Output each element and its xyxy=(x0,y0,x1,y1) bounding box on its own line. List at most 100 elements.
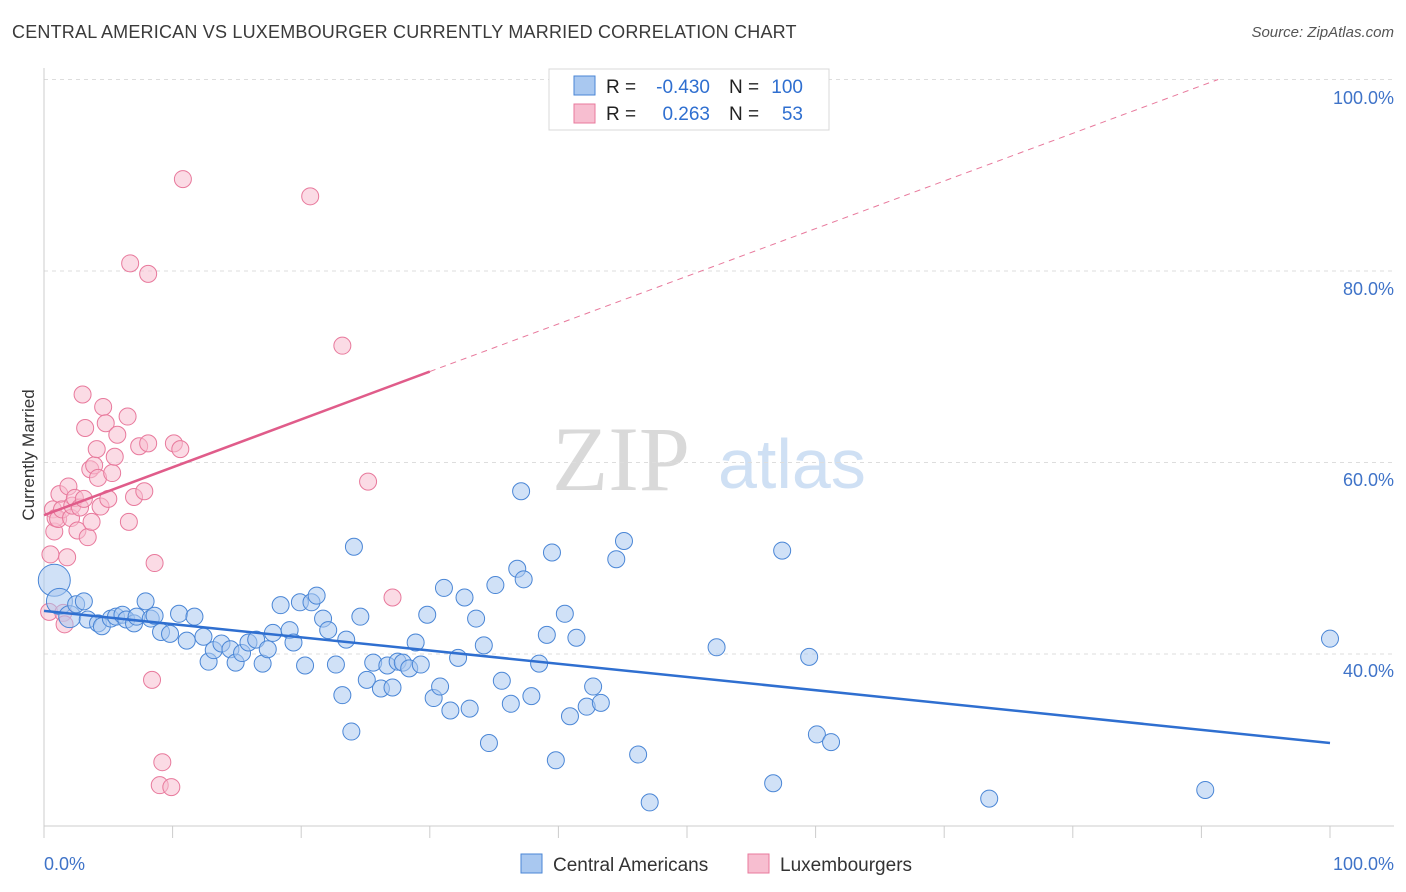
axes xyxy=(43,68,1394,827)
y-axis-label: Currently Married xyxy=(19,389,38,520)
data-point-luxembourger xyxy=(94,397,113,416)
data-point-central-american xyxy=(411,655,430,674)
data-point-central-american xyxy=(607,550,626,569)
data-point-central-american xyxy=(326,655,345,674)
data-point-central-american xyxy=(764,774,783,793)
data-point-central-american xyxy=(284,633,303,652)
data-point-central-american xyxy=(537,625,556,644)
data-point-central-american xyxy=(514,570,533,589)
data-point-luxembourger xyxy=(73,385,92,404)
data-point-luxembourger xyxy=(118,407,137,426)
trend-lines xyxy=(43,79,1331,745)
data-point-luxembourger xyxy=(41,545,60,564)
trend-line-luxembourgers-extension xyxy=(429,79,1219,373)
data-point-luxembourger xyxy=(359,472,378,491)
data-point-central-american xyxy=(479,734,498,753)
data-point-central-american xyxy=(344,537,363,556)
data-point-luxembourger xyxy=(145,554,164,573)
legend-n-value: 100 xyxy=(771,77,803,98)
data-point-central-american xyxy=(74,592,93,611)
source-label: Source: ZipAtlas.com xyxy=(1251,24,1394,41)
data-point-luxembourger xyxy=(78,528,97,547)
data-point-central-american xyxy=(307,586,326,605)
data-point-luxembourger xyxy=(333,336,352,355)
data-point-central-american xyxy=(522,687,541,706)
legend-n-value: 53 xyxy=(782,104,803,125)
data-point-central-american xyxy=(560,707,579,726)
data-point-central-american xyxy=(161,624,180,643)
x-tick-label: 100.0% xyxy=(1333,854,1394,874)
data-point-central-american xyxy=(455,588,474,607)
data-point-luxembourger xyxy=(58,548,77,567)
trend-line-central-americans xyxy=(43,609,1331,745)
legend-swatch-lux xyxy=(747,853,770,874)
data-point-central-american xyxy=(591,693,610,712)
data-point-central-american xyxy=(501,694,520,713)
data-point-central-american xyxy=(822,733,841,752)
data-point-central-american xyxy=(406,633,425,652)
data-point-central-american xyxy=(492,671,511,690)
data-point-central-american xyxy=(319,621,338,640)
trend-line-luxembourgers xyxy=(43,370,431,517)
data-point-central-american xyxy=(434,578,453,597)
x-tick-label: 0.0% xyxy=(44,854,85,874)
data-point-central-american xyxy=(629,745,648,764)
data-point-central-american xyxy=(247,630,266,649)
legend-n-label: N = xyxy=(729,104,759,125)
data-point-central-american xyxy=(555,604,574,623)
data-point-central-american xyxy=(567,628,586,647)
data-point-luxembourger xyxy=(139,264,158,283)
legend-n-label: N = xyxy=(729,77,759,98)
watermark-zip: ZIP xyxy=(552,408,690,510)
legend-swatch-blue xyxy=(573,75,596,96)
data-point-luxembourger xyxy=(162,778,181,797)
data-point-luxembourger xyxy=(105,447,124,466)
series-luxembourgers xyxy=(40,170,402,797)
legend-r-label: R = xyxy=(606,104,636,125)
legend-box xyxy=(548,68,830,131)
data-point-luxembourger xyxy=(135,482,154,501)
legend-label-central: Central Americans xyxy=(553,855,708,876)
data-point-luxembourger xyxy=(76,419,95,438)
data-point-central-american xyxy=(474,636,493,655)
data-point-central-american xyxy=(418,605,437,624)
data-point-central-american xyxy=(614,532,633,551)
data-point-central-american xyxy=(431,677,450,696)
data-point-central-american xyxy=(1321,629,1339,648)
data-point-central-american xyxy=(258,640,277,659)
data-point-central-american xyxy=(800,647,819,666)
series-central-americans xyxy=(37,482,1339,812)
data-point-luxembourger xyxy=(96,414,115,433)
data-point-luxembourger xyxy=(82,512,101,531)
data-point-luxembourger xyxy=(108,425,127,444)
watermark-atlas: atlas xyxy=(718,425,866,503)
data-point-luxembourger xyxy=(103,464,122,483)
data-point-central-american xyxy=(170,604,189,623)
data-point-luxembourger xyxy=(301,187,320,206)
data-point-central-american xyxy=(542,543,561,562)
data-point-central-american xyxy=(467,609,486,628)
data-point-luxembourger xyxy=(171,440,190,459)
legend-r-label: R = xyxy=(606,77,636,98)
data-point-central-american xyxy=(357,670,376,689)
data-point-central-american xyxy=(383,678,402,697)
y-tick-label: 80.0% xyxy=(1343,279,1394,299)
y-tick-label: 60.0% xyxy=(1343,470,1394,490)
data-point-central-american xyxy=(296,656,315,675)
data-point-luxembourger xyxy=(143,670,162,689)
data-point-luxembourger xyxy=(119,512,138,531)
correlation-legend: R = -0.430 N = 100 R = 0.263 N = 53 xyxy=(548,68,830,131)
data-point-central-american xyxy=(773,541,792,560)
x-ticks xyxy=(43,826,1331,838)
legend-label-lux: Luxembourgers xyxy=(780,855,912,876)
gridlines xyxy=(44,79,1394,655)
data-point-central-american xyxy=(1196,780,1215,799)
legend-swatch-pink xyxy=(573,103,596,124)
data-point-central-american xyxy=(177,631,196,650)
series-legend: Central Americans Luxembourgers xyxy=(520,853,912,876)
data-point-central-american xyxy=(486,576,505,595)
data-point-central-american xyxy=(807,725,826,744)
data-point-luxembourger xyxy=(383,588,402,607)
data-point-central-american xyxy=(546,751,565,770)
